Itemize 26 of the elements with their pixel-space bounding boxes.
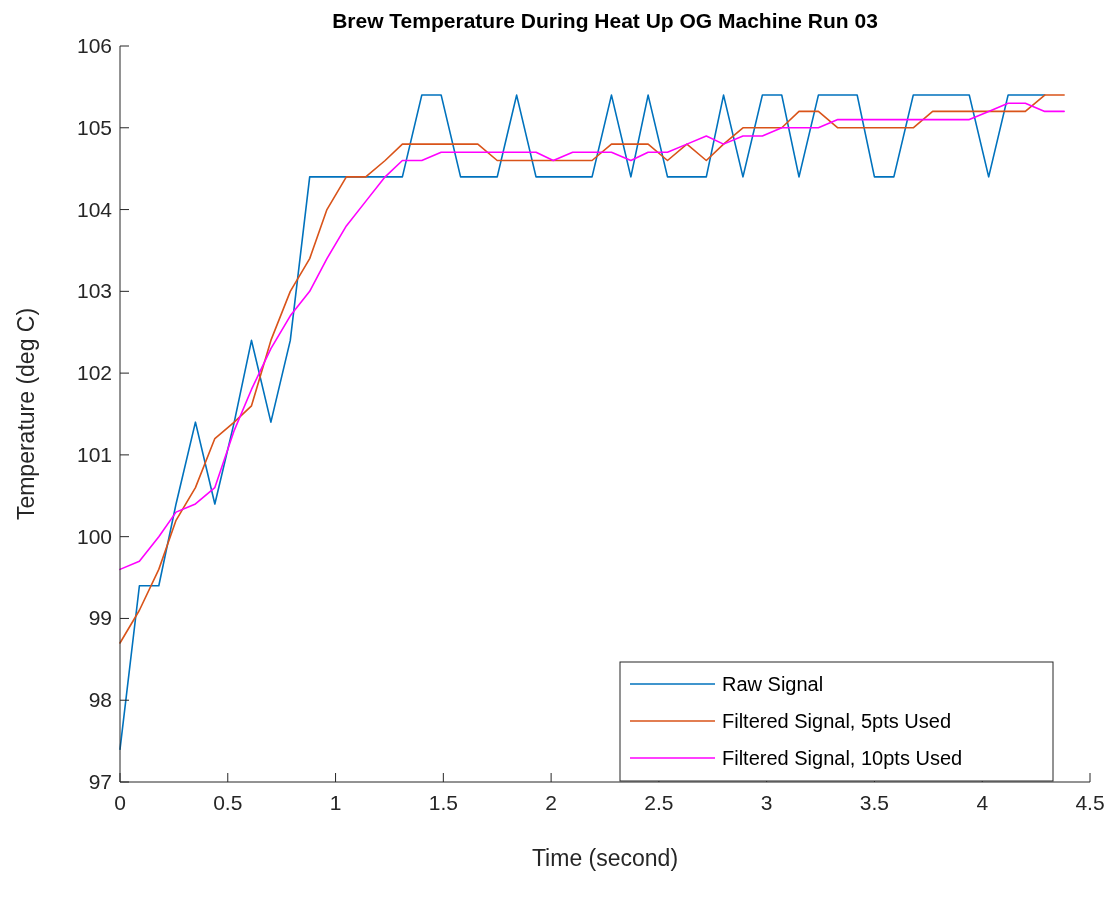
- x-axis-title: Time (second): [531, 845, 679, 871]
- x-tick-label: 2: [545, 791, 557, 814]
- y-tick-label: 101: [76, 442, 112, 466]
- x-tick-label: 1: [329, 791, 342, 814]
- y-axis-title: Temperature (deg C): [13, 307, 39, 521]
- legend-label: Raw Signal: [722, 673, 824, 695]
- x-tick-label: 3.5: [859, 791, 890, 814]
- legend-label: Filtered Signal, 5pts Used: [722, 710, 952, 732]
- y-tick-label: 104: [76, 197, 113, 221]
- y-tick-label: 106: [76, 34, 112, 57]
- x-tick-label: 3: [760, 791, 773, 814]
- x-tick-label: 4.5: [1075, 791, 1105, 814]
- chart-title: Brew Temperature During Heat Up OG Machine Run 03: [332, 9, 878, 32]
- y-tick-label: 103: [76, 279, 112, 303]
- y-tick-label: 105: [76, 115, 112, 139]
- x-tick-label: 0: [114, 791, 126, 814]
- x-tick-label: 0.5: [213, 791, 243, 814]
- legend-label: Filtered Signal, 10pts Used: [722, 747, 963, 769]
- y-tick-label: 99: [88, 606, 112, 630]
- y-tick-label: 98: [88, 688, 112, 712]
- x-tick-label: 2.5: [644, 791, 674, 814]
- y-tick-label: 97: [88, 770, 112, 793]
- y-tick-label: 102: [76, 361, 112, 385]
- x-tick-label: 4: [976, 791, 989, 814]
- y-tick-label: 100: [76, 524, 112, 548]
- x-tick-label: 1.5: [428, 791, 458, 814]
